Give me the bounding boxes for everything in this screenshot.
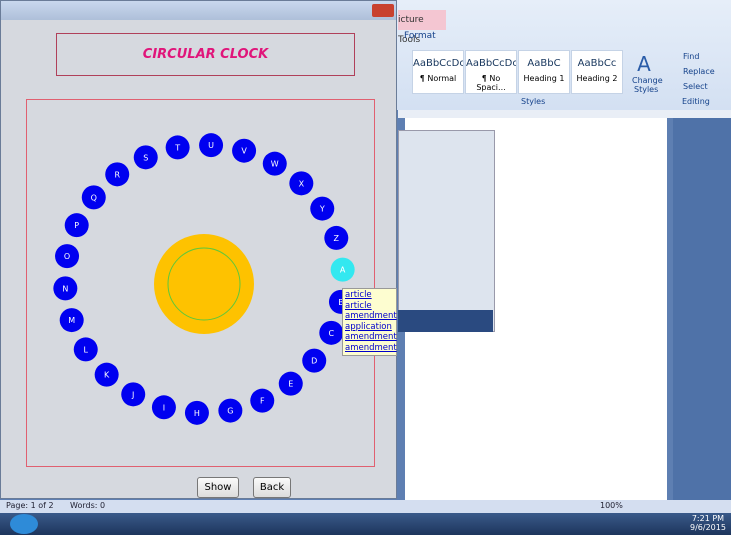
letter-label: Y: [319, 205, 325, 214]
style-name: ¶ Normal: [413, 74, 463, 83]
letter-label: V: [241, 147, 247, 156]
letter-label: W: [271, 160, 279, 169]
date: 9/6/2015: [690, 523, 726, 532]
format-tab[interactable]: Format: [404, 31, 436, 41]
letter-label: X: [299, 179, 305, 188]
letter-label: R: [114, 170, 120, 179]
letter-label: H: [194, 409, 200, 418]
letter-label: I: [163, 403, 165, 412]
find[interactable]: Find: [683, 52, 699, 61]
letter-label: A: [340, 266, 346, 275]
style-preview: AaBbCcDc: [413, 58, 463, 69]
replace[interactable]: Replace: [683, 67, 715, 76]
letter-label: G: [227, 407, 233, 416]
style-name: ¶ No Spaci...: [466, 74, 516, 92]
embedded-taskbar: [398, 310, 493, 332]
start-button[interactable]: [10, 514, 38, 534]
change-styles-icon: A: [630, 52, 658, 78]
screen: icture Tools Format AaBbCcDc¶ NormalAaBb…: [0, 0, 731, 535]
back-button[interactable]: Back: [253, 477, 291, 498]
show-button[interactable]: Show: [197, 477, 239, 498]
style-item[interactable]: AaBbC Heading 1: [518, 50, 570, 94]
status-bar: Page: 1 of 2 Words: 0 100%: [0, 500, 731, 513]
select[interactable]: Select: [683, 82, 708, 91]
style-preview: AaBbCc: [572, 58, 622, 69]
suggestion-link[interactable]: application: [345, 322, 394, 333]
letter-label: J: [131, 390, 134, 399]
style-item[interactable]: AaBbCc Heading 2: [571, 50, 623, 94]
letter-label: N: [62, 284, 68, 293]
style-name: Heading 1: [519, 74, 569, 83]
letter-label: L: [84, 345, 89, 354]
letter-label: F: [260, 397, 265, 406]
suggestion-link[interactable]: article: [345, 301, 394, 312]
letter-label: E: [288, 380, 293, 389]
word-count: Words: 0: [70, 501, 105, 510]
style-preview: AaBbC: [519, 58, 569, 69]
letter-label: C: [328, 329, 334, 338]
time: 7:21 PM: [690, 514, 726, 523]
change-label[interactable]: Change: [632, 76, 663, 85]
letter-label: P: [74, 221, 79, 230]
style-name: Heading 2: [572, 74, 622, 83]
letter-label: U: [208, 141, 214, 150]
page-count: Page: 1 of 2: [6, 501, 54, 510]
styles-button[interactable]: Styles: [634, 85, 658, 94]
letter-label: K: [104, 371, 110, 380]
zoom: 100%: [600, 501, 623, 510]
embedded-image: [398, 130, 495, 332]
suggestion-link[interactable]: amendment: [345, 343, 394, 354]
doc-margin: [673, 118, 731, 500]
letter-label: O: [64, 252, 70, 261]
ruler: [398, 110, 731, 118]
letter-label: M: [68, 316, 75, 325]
suggestion-link[interactable]: amendment: [345, 311, 394, 322]
letter-label: D: [311, 357, 317, 366]
letter-label: Q: [91, 193, 97, 202]
letter-label: Z: [334, 234, 340, 243]
styles-group: Styles: [521, 97, 545, 106]
center-disc: [154, 234, 254, 334]
contextual-tab: icture Tools: [398, 10, 446, 30]
letter-label: S: [143, 153, 148, 162]
suggestion-link[interactable]: article: [345, 290, 394, 301]
style-item[interactable]: AaBbCcDc ¶ No Spaci...: [465, 50, 517, 94]
style-item[interactable]: AaBbCcDc ¶ Normal: [412, 50, 464, 94]
suggestion-link[interactable]: amendment: [345, 332, 394, 343]
style-preview: AaBbCcDc: [466, 58, 516, 69]
editing-group: Editing: [682, 97, 710, 106]
letter-label: T: [174, 143, 180, 152]
